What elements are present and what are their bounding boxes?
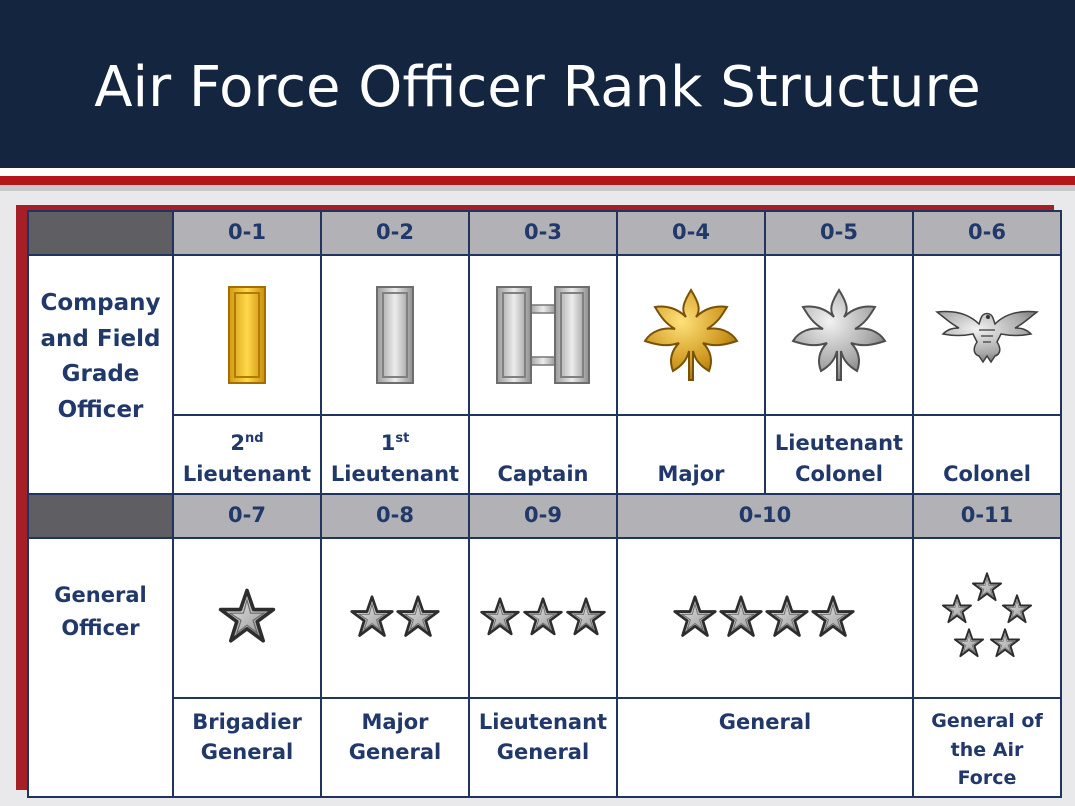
grade-code: 0-3	[470, 212, 616, 254]
silver-bar-icon	[376, 286, 414, 384]
three-star-icon	[480, 597, 606, 636]
five-star-icon	[941, 572, 1033, 658]
rank-ordinal: 2	[230, 431, 246, 456]
rank-name-line2: Colonel	[795, 461, 883, 486]
grade-code: 0-7	[174, 495, 320, 537]
rank-name-line2: General	[348, 740, 442, 765]
insignia-cell	[618, 256, 764, 414]
silver-oak-leaf-icon	[789, 285, 889, 385]
insignia-cell	[322, 539, 468, 697]
rank-name-line2: General	[496, 740, 590, 765]
rank-name-cell: Major General	[322, 699, 468, 796]
rank-table: 0-1 0-2 0-3 0-4 0-5 0-6 Company and Fiel…	[27, 210, 1062, 798]
rank-ordinal-suffix: nd	[245, 431, 264, 447]
group-label-text: General Officer	[54, 583, 147, 640]
gold-bar-icon	[228, 286, 266, 384]
rank-name-line3: Force	[957, 767, 1017, 789]
grade-code: 0-5	[766, 212, 912, 254]
insignia-cell	[914, 539, 1060, 697]
insignia-cell	[322, 256, 468, 414]
eagle-icon	[935, 310, 1039, 364]
rank-name: Major	[657, 461, 725, 486]
corner-cell	[29, 212, 172, 254]
rank-name-line2: the Air	[950, 738, 1024, 761]
insignia-cell	[174, 539, 320, 697]
group-label-general: General Officer	[29, 539, 172, 796]
grade-code: 0-4	[618, 212, 764, 254]
insignia-cell	[766, 256, 912, 414]
gray-stripe	[0, 185, 1075, 191]
four-star-icon	[673, 595, 855, 637]
grade-code: 0-6	[914, 212, 1060, 254]
red-stripe	[0, 176, 1075, 185]
rank-name-cell: Lieutenant Colonel	[766, 416, 912, 493]
rank-ordinal-suffix: st	[395, 431, 410, 447]
rank-ordinal: 1	[380, 431, 396, 456]
rank-name-line1: Brigadier	[192, 710, 302, 734]
double-silver-bar-icon	[496, 286, 590, 384]
two-star-icon	[350, 595, 440, 637]
one-star-icon	[218, 588, 276, 643]
insignia-cell	[470, 256, 616, 414]
rank-name-cell: Lieutenant General	[470, 699, 616, 796]
rank-name: Captain	[497, 461, 589, 486]
group-label-company-field: Company and Field Grade Officer	[29, 256, 172, 493]
white-stripe	[0, 168, 1075, 176]
grade-code: 0-2	[322, 212, 468, 254]
rank-name-line2: General	[200, 740, 294, 765]
rank-name-cell: General	[618, 699, 912, 796]
rank-name-cell: 1st Lieutenant	[322, 416, 468, 493]
rank-name: Colonel	[943, 461, 1031, 486]
slide-title: Air Force Officer Rank Structure	[94, 54, 981, 120]
insignia-cell	[914, 256, 1060, 414]
rank-name: Lieutenant	[182, 461, 312, 486]
rank-name-cell: Brigadier General	[174, 699, 320, 796]
rank-name-line1: General of	[931, 710, 1043, 732]
rank-name-cell: Major	[618, 416, 764, 493]
insignia-cell	[174, 256, 320, 414]
slide-header: Air Force Officer Rank Structure	[0, 0, 1075, 168]
rank-name-line1: Lieutenant	[774, 431, 904, 456]
grade-code: 0-11	[914, 495, 1060, 537]
grade-code: 0-1	[174, 212, 320, 254]
rank-name-line1: Major	[361, 710, 429, 734]
rank-name-cell: Captain	[470, 416, 616, 493]
grade-code: 0-9	[470, 495, 616, 537]
rank-name-cell: 2nd Lieutenant	[174, 416, 320, 493]
rank-name: General	[718, 710, 812, 734]
corner-cell	[29, 495, 172, 537]
rank-name: Lieutenant	[330, 461, 460, 486]
rank-name-cell: Colonel	[914, 416, 1060, 493]
gold-oak-leaf-icon	[641, 285, 741, 385]
grade-code: 0-8	[322, 495, 468, 537]
rank-name-line1: Lieutenant	[478, 710, 608, 734]
insignia-cell	[618, 539, 912, 697]
insignia-cell	[470, 539, 616, 697]
rank-name-cell: General of the Air Force	[914, 699, 1060, 796]
grade-code: 0-10	[618, 495, 912, 537]
